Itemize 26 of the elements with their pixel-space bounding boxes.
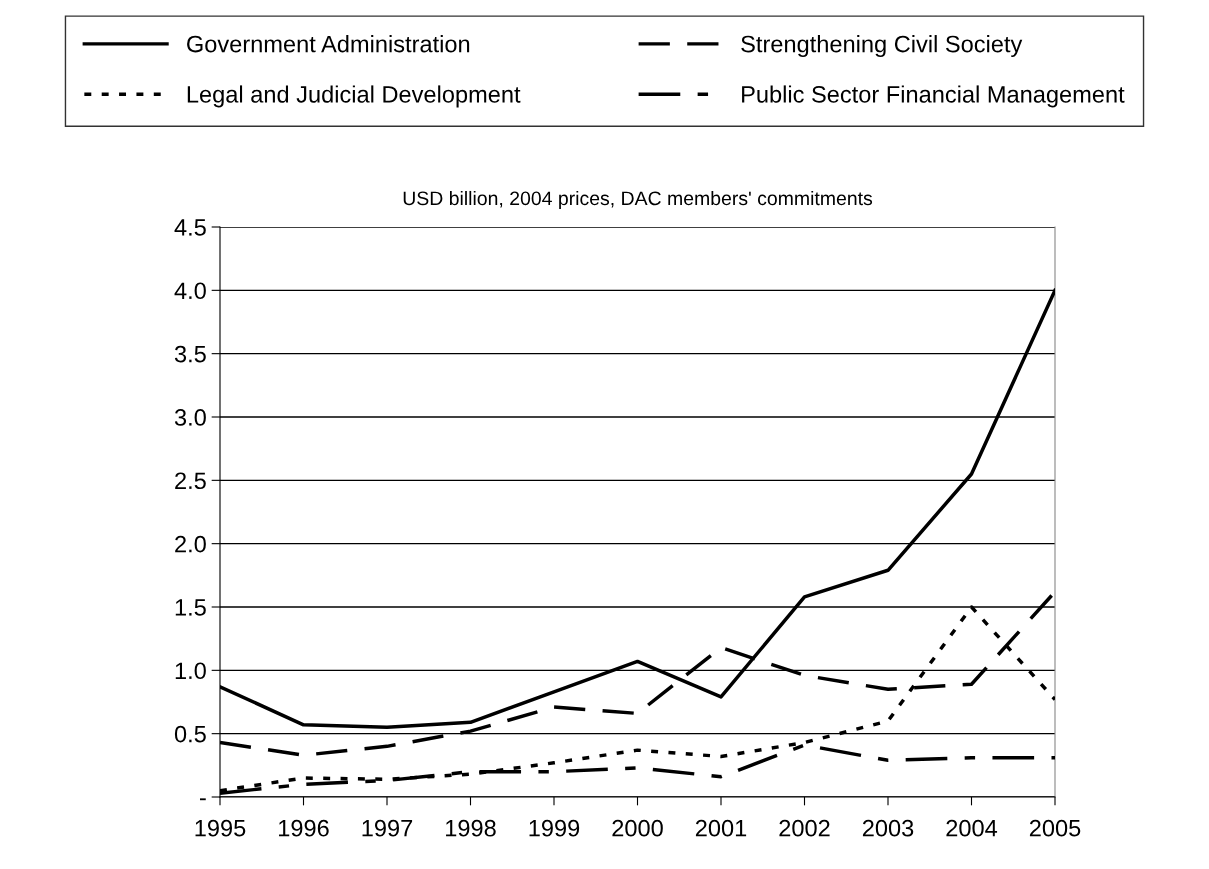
x-tick-label: 1996 — [279, 819, 329, 837]
y-tick-label: - — [199, 798, 206, 801]
legend-label: Government Administration — [187, 35, 470, 53]
y-tick-label: 2.5 — [175, 472, 206, 490]
y-tick-label: 0.5 — [174, 725, 206, 743]
x-tick-label: 2004 — [946, 819, 998, 837]
y-tick-label: 1.0 — [175, 662, 206, 680]
x-tick-label: 1999 — [529, 819, 580, 837]
y-tick-label: 3.0 — [174, 409, 206, 426]
x-tick-label: 2005 — [1029, 819, 1081, 837]
legend-label: Legal and Judicial Development — [187, 85, 521, 108]
x-tick-label: 1998 — [446, 819, 496, 837]
y-tick-label: 1.5 — [175, 599, 206, 616]
y-tick-label: 2.0 — [175, 535, 206, 553]
y-tick-label: 4.0 — [174, 282, 206, 300]
chart-title: USD billion, 2004 prices, DAC members' commitments — [403, 190, 873, 210]
x-tick-label: 2003 — [862, 819, 914, 837]
x-tick-label: 2001 — [695, 819, 747, 837]
y-tick-label: 4.5 — [174, 219, 206, 236]
legend-label: Public Sector Financial Management — [742, 85, 1125, 108]
x-tick-label: 2002 — [779, 819, 830, 837]
x-tick-label: 2000 — [612, 819, 663, 837]
y-tick-label: 3.5 — [174, 345, 206, 363]
x-tick-label: 1995 — [195, 819, 246, 837]
legend-label: Strengthening Civil Society — [741, 35, 1023, 58]
x-tick-label: 1997 — [362, 819, 413, 837]
